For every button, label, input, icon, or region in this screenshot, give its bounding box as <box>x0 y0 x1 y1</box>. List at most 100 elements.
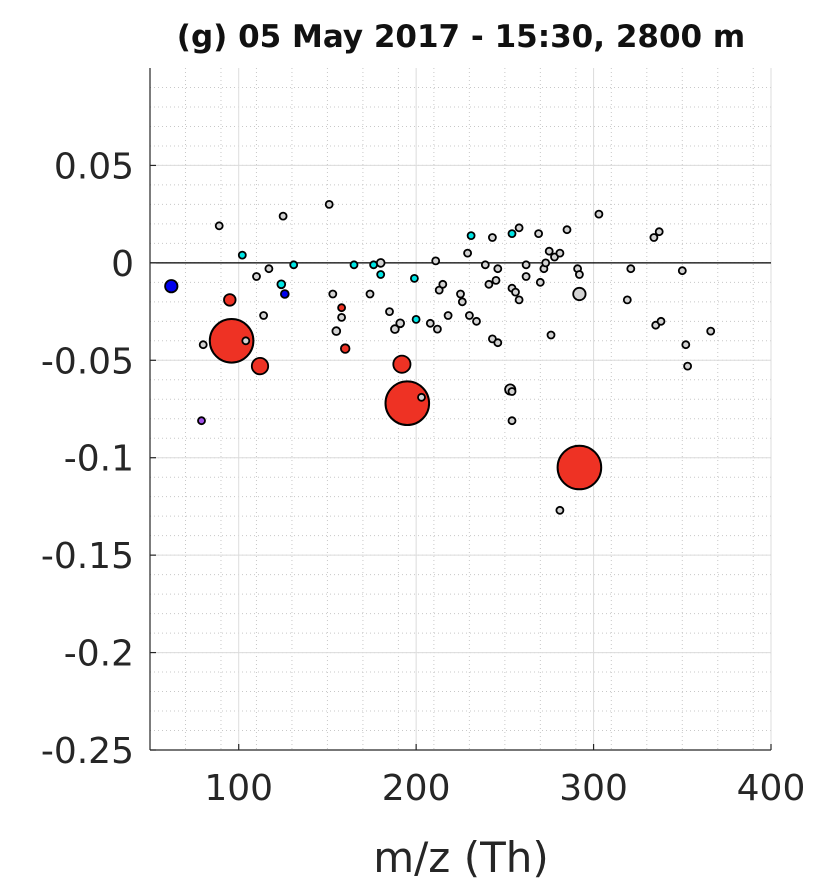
data-point <box>349 260 359 270</box>
data-point <box>466 231 476 241</box>
data-point <box>223 293 237 307</box>
data-point <box>514 223 524 233</box>
data-point <box>417 392 426 402</box>
data-point <box>259 311 269 320</box>
data-point <box>507 387 517 396</box>
data-point <box>431 256 441 266</box>
data-point <box>555 505 565 515</box>
data-point <box>432 324 442 334</box>
y-tick-label: 0.05 <box>54 146 134 187</box>
data-point <box>493 264 503 274</box>
data-point <box>365 289 375 299</box>
data-point <box>197 416 206 426</box>
data-point <box>511 287 520 297</box>
data-point <box>331 326 342 336</box>
data-point <box>654 227 664 237</box>
data-point <box>681 340 691 350</box>
x-tick-label: 400 <box>737 768 806 809</box>
data-point <box>198 340 208 350</box>
data-point <box>463 248 473 258</box>
data-point <box>562 225 572 235</box>
data-point <box>390 324 400 334</box>
x-tick-label: 200 <box>382 768 451 809</box>
data-point <box>376 270 386 279</box>
data-point <box>521 260 531 270</box>
y-tick-label: -0.1 <box>64 439 134 480</box>
data-point <box>706 326 716 336</box>
data-point <box>337 312 347 322</box>
x-tick-label: 300 <box>559 768 628 809</box>
data-point <box>626 264 636 274</box>
data-point <box>425 318 435 328</box>
data-point <box>507 416 517 426</box>
data-point <box>395 318 406 329</box>
data-point <box>572 286 587 302</box>
data-point <box>409 273 419 283</box>
y-tick-label: -0.05 <box>41 341 134 382</box>
data-point <box>214 221 224 231</box>
x-tick-label: 100 <box>204 768 273 809</box>
data-point <box>544 246 554 256</box>
data-point <box>443 311 453 320</box>
chart-title: (g) 05 May 2017 - 15:30, 2800 m <box>177 19 745 55</box>
data-point <box>594 209 604 219</box>
data-point <box>649 233 659 242</box>
data-point <box>385 307 394 317</box>
data-point <box>493 338 503 348</box>
data-point <box>279 289 290 299</box>
data-point <box>656 316 666 326</box>
data-point <box>241 336 251 346</box>
major-grid <box>150 68 772 751</box>
y-tick-label: -0.25 <box>41 731 134 772</box>
data-point <box>328 289 338 299</box>
data-point <box>683 361 692 371</box>
data-point <box>438 279 448 289</box>
plot-axes <box>149 68 772 751</box>
data-point <box>411 314 421 324</box>
data-point <box>237 250 247 260</box>
data-point <box>622 295 632 305</box>
data-point <box>252 272 261 281</box>
data-point <box>556 444 603 491</box>
data-point <box>491 275 501 285</box>
data-point <box>164 279 179 294</box>
data-point <box>555 248 565 258</box>
data-point <box>456 289 465 299</box>
data-point <box>276 279 287 290</box>
data-point <box>289 260 299 270</box>
data-point <box>507 229 517 239</box>
data-point <box>546 330 556 340</box>
y-tick-label: 0 <box>111 244 134 285</box>
data-point <box>480 260 490 270</box>
y-tick-label: -0.15 <box>41 536 134 577</box>
data-point <box>375 258 386 268</box>
x-axis-label: m/z (Th) <box>373 833 549 882</box>
data-point <box>677 266 687 276</box>
data-point <box>264 264 274 274</box>
data-point <box>472 316 481 326</box>
data-point <box>534 229 543 239</box>
data-point <box>521 272 531 281</box>
y-tick-label: -0.2 <box>64 634 134 675</box>
data-point <box>487 233 497 242</box>
data-point <box>340 343 351 354</box>
data-point <box>575 270 584 279</box>
data-point <box>535 277 545 287</box>
data-point <box>384 380 431 427</box>
data-point <box>278 211 288 221</box>
data-point <box>514 295 524 305</box>
data-point <box>392 354 412 374</box>
data-point <box>369 260 379 270</box>
data-point <box>337 303 347 313</box>
tick-labels: 100 200 300 400 -0.25 -0.2 -0.15 -0.1 -0.05 0 0.05 <box>41 146 806 809</box>
data-point <box>541 258 551 268</box>
data-point <box>324 199 334 209</box>
data-point <box>484 279 494 289</box>
data-point <box>250 356 270 376</box>
minor-grid <box>150 68 771 750</box>
data-point <box>457 297 467 307</box>
data-points <box>164 199 716 515</box>
data-point <box>208 318 255 364</box>
data-point <box>464 311 474 320</box>
